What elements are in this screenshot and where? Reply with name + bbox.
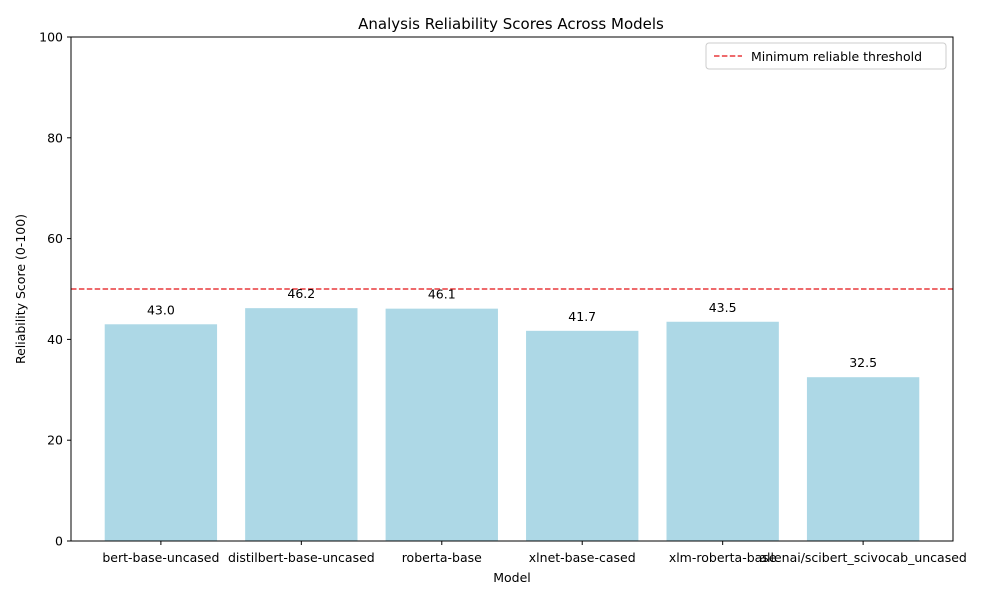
bar-4: [666, 321, 779, 541]
chart-title: Analysis Reliability Scores Across Model…: [358, 15, 664, 33]
bar-group: [104, 308, 920, 541]
y-axis: 0 20 40 60 80 100: [39, 30, 71, 549]
bar-1: [245, 308, 358, 541]
y-tick-label-5: 100: [39, 30, 63, 45]
x-tick-label-1: distilbert-base-uncased: [228, 550, 375, 565]
x-tick-label-2: roberta-base: [402, 550, 482, 565]
plot-frame: [70, 36, 954, 542]
x-tick-label-0: bert-base-uncased: [102, 550, 219, 565]
y-tick-label-4: 80: [47, 130, 63, 145]
y-tick-label-3: 60: [47, 231, 63, 246]
x-axis-title: Model: [493, 570, 531, 585]
bar-value-label-0: 43.0: [147, 302, 175, 317]
y-axis-title: Reliability Score (0-100): [13, 214, 28, 364]
data-label-group: 43.0 46.2 46.1 41.7 43.5 32.5: [147, 286, 877, 370]
bar-5: [806, 377, 920, 541]
bar-value-label-1: 46.2: [287, 286, 315, 301]
x-tick-label-4: xlm-roberta-base: [669, 550, 777, 565]
legend-box: [705, 42, 947, 70]
y-tick-label-1: 20: [47, 433, 63, 448]
y-tick-label-0: 0: [55, 534, 63, 549]
bar-value-label-3: 41.7: [568, 309, 596, 324]
bar-3: [526, 330, 639, 541]
legend-threshold-label: Minimum reliable threshold: [751, 49, 922, 64]
legend: Minimum reliable threshold: [705, 42, 947, 70]
bar-value-label-5: 32.5: [849, 355, 877, 370]
y-tick-label-2: 40: [47, 332, 63, 347]
x-tick-label-3: xlnet-base-cased: [529, 550, 636, 565]
x-axis: bert-base-uncased distilbert-base-uncased…: [102, 541, 967, 565]
bar-value-label-4: 43.5: [709, 300, 737, 315]
bar-2: [385, 308, 498, 541]
bar-value-label-2: 46.1: [428, 287, 456, 302]
bar-0: [104, 324, 218, 541]
x-tick-label-5: allenai/scibert_scivocab_uncased: [759, 550, 966, 565]
